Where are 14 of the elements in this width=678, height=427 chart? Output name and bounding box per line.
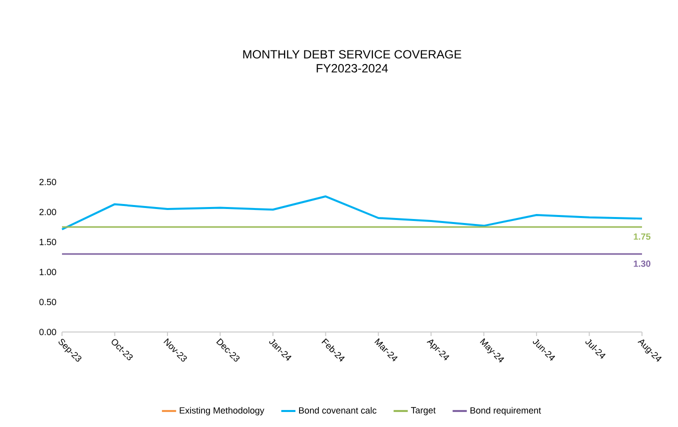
chart-title: MONTHLY DEBT SERVICE COVERAGE FY2023-2024 [243,50,462,72]
line-series [61,195,644,230]
legend-label: Bond requirement [470,407,541,416]
legend-label: Target [410,407,436,416]
legend-label: Existing Methodology [180,407,264,416]
y-tick-label: 2.00 [39,208,56,216]
y-tick-label: 0.00 [39,328,56,336]
y-tick-label: 0.50 [39,298,56,306]
data-label: 1.30 [634,260,650,267]
y-tick-label: 1.50 [40,238,56,246]
y-tick-label: 1.00 [40,268,56,276]
legend-label: Bond covenant calc [299,407,376,414]
y-tick-label: 2.50 [39,178,56,186]
data-label: 1.75 [634,234,650,240]
